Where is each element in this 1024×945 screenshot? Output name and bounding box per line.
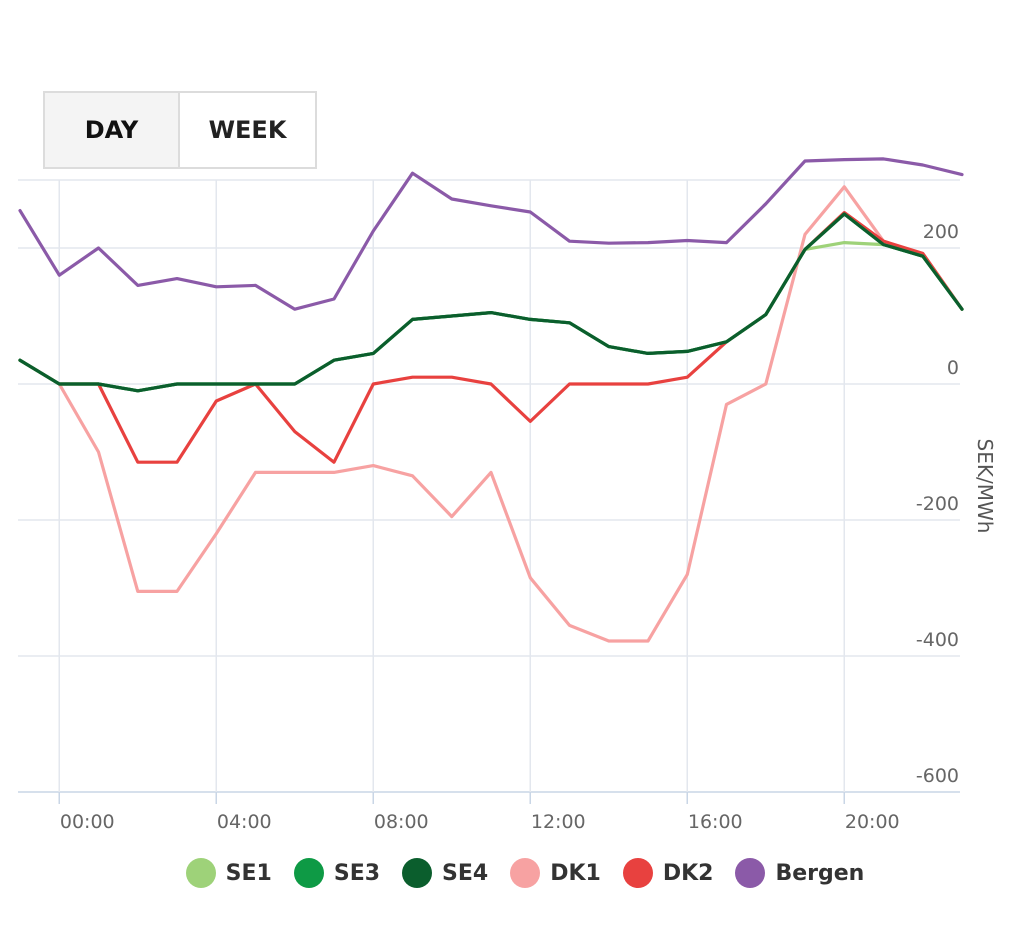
- series-line-dk2: [18, 211, 964, 464]
- x-tick-label: 20:00: [845, 811, 900, 833]
- tab-week[interactable]: WEEK: [180, 91, 317, 169]
- legend-item-se3[interactable]: SE3: [293, 858, 381, 888]
- legend-item-dk1[interactable]: DK1: [510, 858, 601, 888]
- y-tick-label: -600: [916, 765, 959, 787]
- legend-marker: [402, 858, 433, 888]
- y-tick-label: -200: [916, 493, 959, 515]
- y-tick-label: 0: [947, 357, 959, 379]
- series-line-se1: [18, 241, 964, 393]
- chart-legend: SE1 SE3 SE4 DK1 DK2 Bergen: [0, 858, 1024, 888]
- series-line-bergen: [18, 157, 964, 311]
- legend-marker: [735, 858, 766, 888]
- legend-label: SE1: [225, 860, 272, 886]
- legend-label: SE3: [333, 860, 381, 886]
- legend-label: DK1: [550, 860, 601, 886]
- legend-item-se4[interactable]: SE4: [402, 858, 488, 888]
- y-axis-title: SEK/MWh: [973, 439, 997, 534]
- series-line-se3: [18, 212, 964, 393]
- range-tabs: DAY WEEK: [43, 91, 317, 169]
- series-line-dk1: [18, 185, 964, 643]
- y-tick-label: 200: [923, 221, 959, 243]
- x-tick-label: 16:00: [688, 811, 743, 833]
- legend-label: DK2: [662, 860, 714, 886]
- legend-marker: [293, 858, 324, 888]
- x-tick-label: 08:00: [374, 811, 429, 833]
- x-tick-label: 12:00: [531, 811, 586, 833]
- x-tick-label: 04:00: [217, 811, 272, 833]
- legend-marker: [622, 858, 653, 888]
- legend-marker: [510, 858, 541, 888]
- series-line-se4: [18, 212, 964, 393]
- legend-label: Bergen: [775, 860, 865, 886]
- legend-label: SE4: [442, 860, 489, 886]
- legend-item-bergen[interactable]: Bergen: [735, 858, 864, 888]
- legend-item-dk2[interactable]: DK2: [622, 858, 714, 888]
- x-tick-label: 00:00: [60, 811, 115, 833]
- legend-marker: [185, 858, 216, 888]
- y-tick-label: -400: [916, 629, 959, 651]
- price-chart: 200 0 -200 -400 -600 00:00 04:00 08:00 12:00 16:0…: [18, 157, 997, 833]
- legend-item-se1[interactable]: SE1: [185, 858, 272, 888]
- tab-day[interactable]: DAY: [43, 91, 180, 169]
